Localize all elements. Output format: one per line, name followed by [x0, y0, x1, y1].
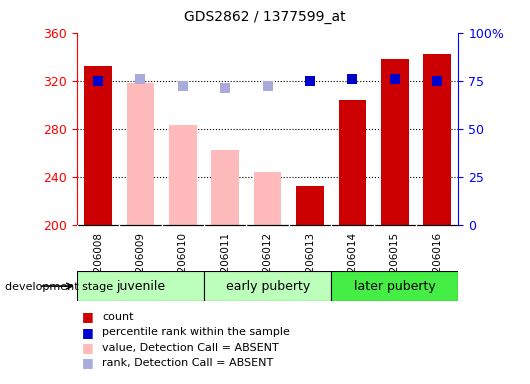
- Text: percentile rank within the sample: percentile rank within the sample: [102, 327, 290, 337]
- Bar: [84, 66, 112, 225]
- Text: ■: ■: [82, 356, 94, 369]
- Bar: [381, 59, 409, 225]
- Bar: [296, 186, 324, 225]
- Text: GSM206012: GSM206012: [263, 232, 272, 295]
- Bar: [254, 172, 281, 225]
- Text: GSM206016: GSM206016: [432, 232, 442, 295]
- Text: GSM206014: GSM206014: [348, 232, 357, 295]
- Text: ■: ■: [82, 326, 94, 339]
- Text: GSM206008: GSM206008: [93, 232, 103, 295]
- Bar: [211, 150, 239, 225]
- Text: value, Detection Call = ABSENT: value, Detection Call = ABSENT: [102, 343, 279, 353]
- Bar: [127, 83, 154, 225]
- Text: juvenile: juvenile: [116, 280, 165, 293]
- Text: GSM206009: GSM206009: [136, 232, 145, 295]
- Text: GSM206011: GSM206011: [220, 232, 230, 295]
- Bar: [339, 100, 366, 225]
- Bar: [423, 54, 451, 225]
- Text: GSM206015: GSM206015: [390, 232, 400, 295]
- Text: GSM206013: GSM206013: [305, 232, 315, 295]
- Text: rank, Detection Call = ABSENT: rank, Detection Call = ABSENT: [102, 358, 273, 368]
- Bar: [169, 125, 197, 225]
- Text: count: count: [102, 312, 134, 322]
- Text: ■: ■: [82, 310, 94, 323]
- Text: later puberty: later puberty: [354, 280, 436, 293]
- Bar: [204, 271, 331, 301]
- Text: ■: ■: [82, 341, 94, 354]
- Bar: [77, 271, 204, 301]
- Text: GDS2862 / 1377599_at: GDS2862 / 1377599_at: [184, 10, 346, 23]
- Text: development stage: development stage: [5, 282, 113, 292]
- Bar: [331, 271, 458, 301]
- Text: early puberty: early puberty: [226, 280, 310, 293]
- Text: GSM206010: GSM206010: [178, 232, 188, 295]
